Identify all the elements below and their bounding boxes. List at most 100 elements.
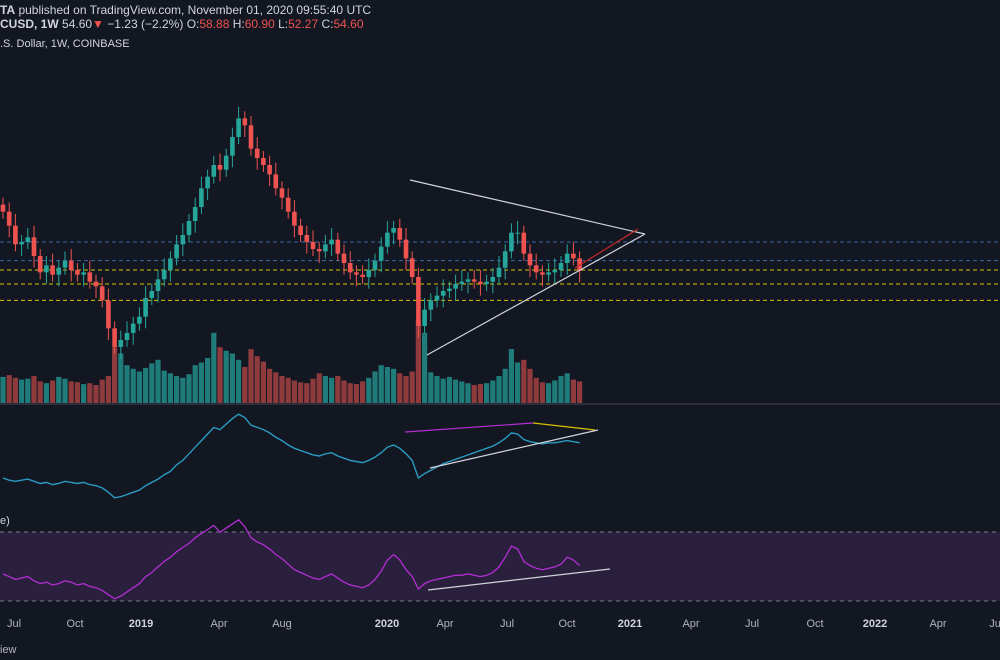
x-tick-label: Jul: [7, 618, 21, 630]
x-tick-label: Oct: [66, 618, 83, 630]
x-tick-label: Apr: [436, 618, 453, 630]
candle: [248, 116, 254, 156]
candle: [242, 111, 248, 137]
volume-bar: [397, 373, 403, 403]
candle: [403, 228, 409, 270]
volume-bar: [68, 381, 74, 403]
candle: [13, 214, 18, 252]
volume-bar: [415, 320, 421, 403]
candle: [459, 270, 465, 291]
candle: [360, 265, 365, 284]
volume-bar: [347, 383, 353, 403]
volume-bar: [87, 383, 93, 403]
volume-bar: [124, 365, 130, 403]
volume-bar: [31, 376, 37, 403]
publish-info: TA published on TradingView.com, Novembe…: [0, 3, 371, 17]
candle: [385, 221, 390, 254]
volume-bar: [298, 382, 304, 403]
candle: [217, 153, 223, 182]
volume-bar: [360, 381, 366, 403]
candle: [434, 286, 440, 308]
candle: [149, 284, 155, 305]
candle: [335, 232, 341, 261]
change-arrow-icon: ▼: [92, 17, 104, 31]
volume-bar: [335, 376, 341, 403]
volume-bar: [74, 382, 80, 403]
candle: [490, 267, 496, 294]
candle: [143, 286, 148, 329]
x-tick-label: Apr: [210, 618, 227, 630]
volume-bar: [496, 376, 502, 403]
x-tick-label: Oct: [806, 618, 823, 630]
volume-bar: [211, 332, 217, 403]
volume-bar: [471, 385, 477, 403]
candle: [577, 251, 582, 283]
volume-bar: [434, 376, 440, 403]
x-tick-label: 2019: [129, 618, 153, 630]
candle: [279, 181, 285, 210]
volume-bar: [422, 332, 428, 403]
candle: [155, 270, 161, 303]
candle: [168, 251, 173, 282]
volume-bar: [341, 380, 347, 403]
triangle-drawing: [409, 179, 646, 356]
x-tick-label: 2020: [375, 618, 399, 630]
breakout-line: [574, 228, 639, 269]
candle: [81, 263, 86, 287]
footer-text: iew: [0, 644, 17, 656]
volume-bar: [205, 358, 211, 403]
candle: [62, 251, 68, 275]
obv-line: [2, 413, 580, 499]
volume-bar: [279, 376, 285, 403]
volume-bar: [378, 365, 384, 403]
candle: [478, 270, 483, 296]
candle: [484, 274, 489, 291]
volume-bar: [459, 381, 465, 403]
candle: [310, 230, 316, 256]
low-label: L:: [278, 17, 289, 31]
candle: [174, 235, 179, 266]
volume-bar: [527, 368, 533, 403]
volume-bar: [453, 379, 459, 403]
volume-bar: [56, 376, 62, 403]
volume-bar: [161, 370, 167, 403]
candle: [409, 251, 415, 284]
candle: [502, 244, 508, 280]
candle: [552, 258, 558, 284]
volume-bar: [564, 373, 570, 403]
volume-bar: [515, 362, 521, 403]
volume-bar: [186, 374, 192, 403]
volume-bar: [391, 368, 397, 403]
candle: [533, 253, 539, 280]
volume-bar: [62, 378, 68, 403]
volume-bar: [316, 373, 322, 403]
candle: [323, 235, 328, 259]
volume-bar: [105, 376, 111, 403]
volume-bar: [130, 368, 136, 403]
candle: [99, 277, 105, 308]
volume-bar: [446, 376, 452, 403]
volume-bar: [192, 365, 198, 403]
volume-bar: [490, 380, 496, 403]
volume-bar: [43, 383, 49, 403]
candle: [428, 293, 434, 322]
candle: [130, 316, 136, 345]
open-value: 58.88: [199, 17, 230, 31]
candle: [515, 221, 520, 245]
candle: [19, 235, 24, 256]
candle: [118, 330, 124, 359]
volume-bar: [37, 381, 43, 403]
candle: [471, 270, 477, 289]
candle: [223, 148, 229, 177]
candle: [31, 225, 37, 268]
volume-bar: [428, 372, 434, 403]
candle: [56, 260, 62, 287]
candle: [521, 225, 527, 261]
volume-bar: [50, 380, 56, 403]
volume-bar: [291, 380, 297, 403]
volume-bar: [310, 378, 316, 403]
volume-bar: [285, 377, 291, 403]
volume-bar: [143, 367, 149, 403]
volume-bar: [19, 379, 25, 403]
publish-text: published on TradingView.com, November 0…: [15, 3, 372, 17]
